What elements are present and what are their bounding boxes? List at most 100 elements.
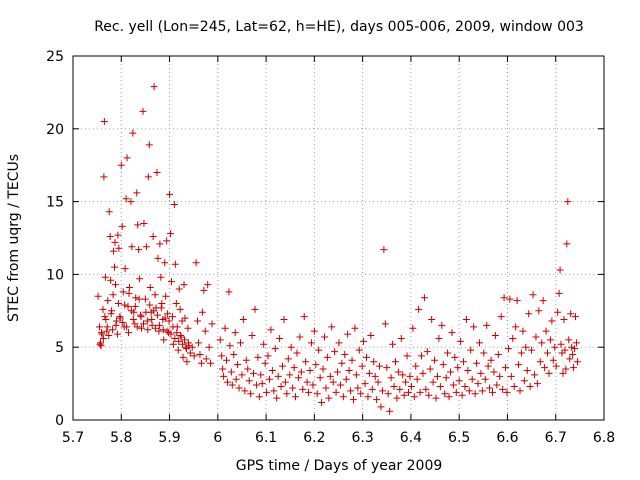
- data-point: [171, 334, 179, 342]
- data-point: [415, 305, 423, 313]
- data-point: [181, 336, 189, 344]
- data-point: [364, 393, 372, 401]
- data-point: [254, 353, 262, 361]
- data-point: [183, 358, 191, 366]
- data-point: [305, 388, 313, 396]
- data-point: [132, 294, 140, 302]
- data-point: [477, 369, 485, 377]
- data-point: [357, 390, 365, 398]
- data-point: [448, 329, 456, 337]
- data-point: [153, 311, 161, 319]
- data-point: [302, 358, 310, 366]
- data-point: [331, 348, 339, 356]
- data-point: [328, 323, 336, 331]
- plot-frame: [72, 55, 605, 421]
- data-point: [144, 326, 152, 334]
- data-point: [223, 356, 231, 364]
- data-point: [316, 374, 324, 382]
- y-tick-label: 20: [46, 122, 64, 138]
- data-point: [426, 365, 434, 373]
- data-point: [310, 327, 318, 335]
- data-point: [413, 375, 421, 383]
- data-point: [237, 339, 245, 347]
- data-point: [177, 332, 185, 340]
- data-point: [165, 317, 173, 325]
- data-point: [303, 378, 311, 386]
- data-point: [451, 353, 459, 361]
- data-point: [292, 393, 300, 401]
- data-point: [135, 246, 143, 254]
- data-point: [378, 387, 386, 395]
- data-point: [368, 385, 376, 393]
- data-point: [106, 233, 114, 241]
- data-point: [365, 369, 373, 377]
- data-point: [525, 310, 533, 318]
- data-point: [166, 190, 174, 198]
- data-point: [478, 387, 486, 395]
- data-point: [486, 384, 494, 392]
- y-tick-label: 25: [46, 49, 64, 65]
- data-point: [128, 243, 136, 251]
- data-point: [135, 295, 143, 303]
- data-point: [181, 314, 189, 322]
- grid-lines: [73, 56, 604, 420]
- data-point: [341, 350, 349, 358]
- data-point: [381, 320, 389, 328]
- data-point: [230, 350, 238, 358]
- data-point: [384, 390, 392, 398]
- data-point: [506, 295, 514, 303]
- data-point: [572, 339, 580, 347]
- x-tick-label: 6.1: [255, 430, 277, 446]
- data-point: [326, 372, 334, 380]
- data-point: [500, 294, 508, 302]
- data-point: [137, 313, 145, 321]
- data-point: [184, 339, 192, 347]
- data-point: [438, 321, 446, 329]
- data-point: [102, 316, 110, 324]
- data-point: [349, 396, 357, 404]
- data-point: [225, 288, 233, 296]
- data-point: [114, 231, 122, 239]
- data-point: [172, 300, 180, 308]
- data-point: [116, 314, 124, 322]
- data-point: [475, 339, 483, 347]
- data-point: [218, 352, 226, 360]
- data-point: [144, 173, 152, 181]
- data-point: [149, 233, 157, 241]
- data-point: [422, 385, 430, 393]
- data-point: [507, 372, 515, 380]
- data-point: [101, 273, 109, 281]
- data-point: [526, 383, 534, 391]
- data-point: [423, 348, 431, 356]
- data-point: [146, 301, 154, 309]
- data-point: [569, 350, 577, 358]
- data-point: [325, 394, 333, 402]
- data-point: [273, 394, 281, 402]
- data-point: [138, 324, 146, 332]
- data-point: [113, 330, 121, 338]
- data-point: [539, 297, 547, 305]
- data-point: [99, 305, 107, 313]
- data-point: [397, 334, 405, 342]
- data-point: [105, 208, 113, 216]
- data-point: [228, 381, 236, 389]
- data-point: [265, 375, 273, 383]
- data-point: [513, 297, 521, 305]
- data-point: [425, 391, 433, 399]
- x-tick-label: 5.7: [62, 430, 84, 446]
- data-point: [462, 316, 470, 324]
- data-point: [371, 372, 379, 380]
- data-point: [96, 340, 104, 348]
- data-point: [452, 388, 460, 396]
- data-point: [157, 273, 165, 281]
- x-tick-label: 5.8: [110, 430, 132, 446]
- data-point: [163, 327, 171, 335]
- data-point: [529, 291, 537, 299]
- data-point: [538, 339, 546, 347]
- data-point: [519, 327, 527, 335]
- data-point: [146, 284, 154, 292]
- data-point: [549, 356, 557, 364]
- data-point: [386, 407, 394, 415]
- data-point: [458, 391, 466, 399]
